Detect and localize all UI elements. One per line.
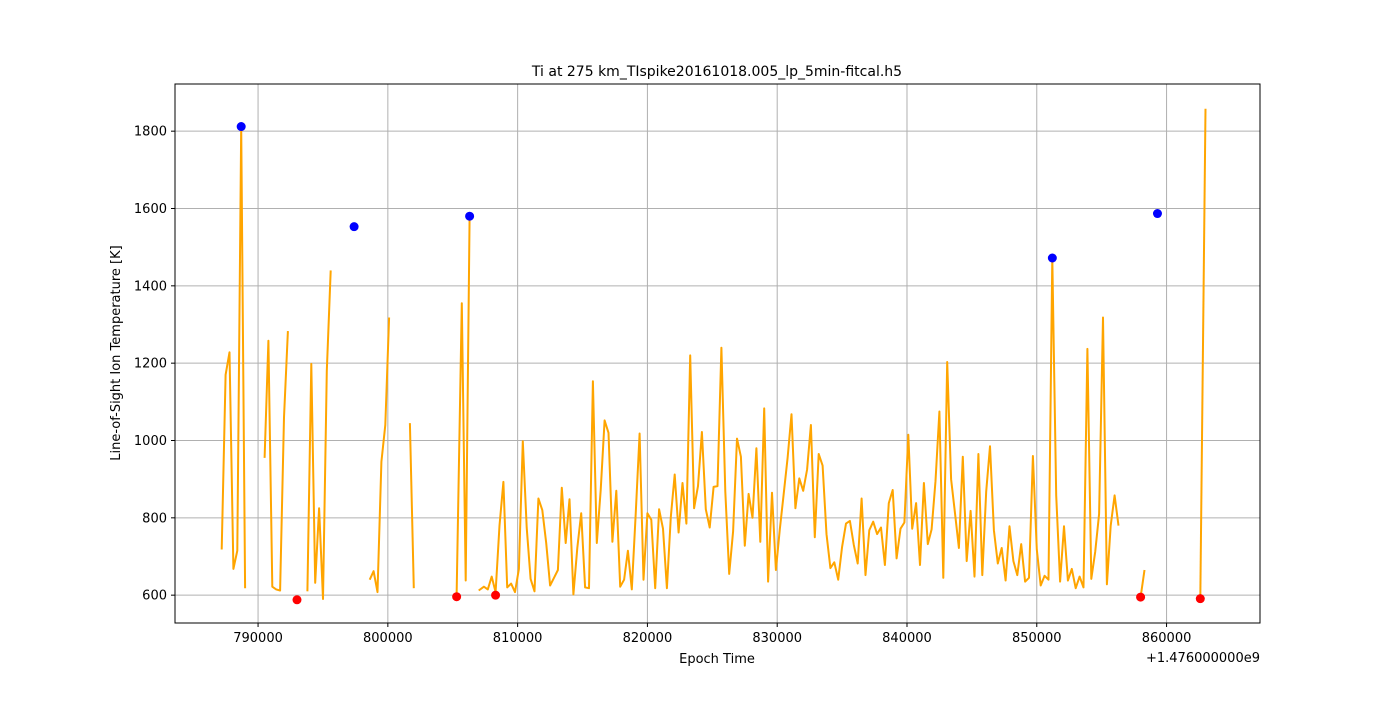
y-tick-label: 1400 (134, 279, 167, 294)
max-point-marker (236, 122, 246, 132)
x-axis-offset: +1.476000000e9 (1146, 651, 1260, 666)
axes-frame (174, 83, 1261, 624)
x-tick-label: 820000 (623, 631, 673, 646)
grid (175, 84, 1260, 623)
max-point-marker (1047, 253, 1057, 263)
min-point-marker (1136, 592, 1146, 602)
x-tick-label: 810000 (493, 631, 543, 646)
y-tick-label: 1200 (134, 357, 167, 372)
x-tick-label: 790000 (233, 631, 283, 646)
x-axis-label: Epoch Time (679, 652, 755, 667)
max-point-marker (1152, 209, 1162, 219)
min-point-marker (452, 592, 462, 602)
min-point-marker (491, 590, 501, 600)
temperature-line-segment (306, 270, 332, 600)
min-point-marker (292, 595, 302, 605)
ticks: 790000 800000 810000 820000 830000 840000 8500… (134, 125, 1191, 646)
x-tick-label: 840000 (882, 631, 932, 646)
temperature-line-segment (368, 317, 391, 594)
min-point-marker (1195, 594, 1205, 604)
x-tick-label: 800000 (363, 631, 413, 646)
temperature-line-segment (455, 216, 471, 596)
chart-title: Ti at 275 km_TIspike20161018.005_lp_5min… (531, 64, 902, 80)
series-line (220, 108, 1207, 601)
y-tick-label: 600 (142, 589, 167, 604)
y-tick-label: 1000 (134, 434, 167, 449)
temperature-line-segment (263, 331, 289, 592)
y-tick-label: 1800 (134, 125, 167, 140)
y-axis-label: Line-of-Sight Ion Temperature [K] (109, 245, 124, 460)
temperature-line-segment (1199, 108, 1207, 600)
temperature-line-segment (478, 257, 1120, 596)
x-tick-label: 850000 (1012, 631, 1062, 646)
y-tick-label: 800 (142, 511, 167, 526)
x-tick-label: 860000 (1142, 631, 1192, 646)
max-point-marker (465, 211, 475, 221)
temperature-line-segment (1139, 569, 1146, 598)
markers (236, 122, 1205, 605)
y-tick-label: 1600 (134, 202, 167, 217)
max-point-marker (349, 222, 359, 232)
x-tick-label: 830000 (752, 631, 802, 646)
temperature-line-segment (408, 423, 415, 589)
